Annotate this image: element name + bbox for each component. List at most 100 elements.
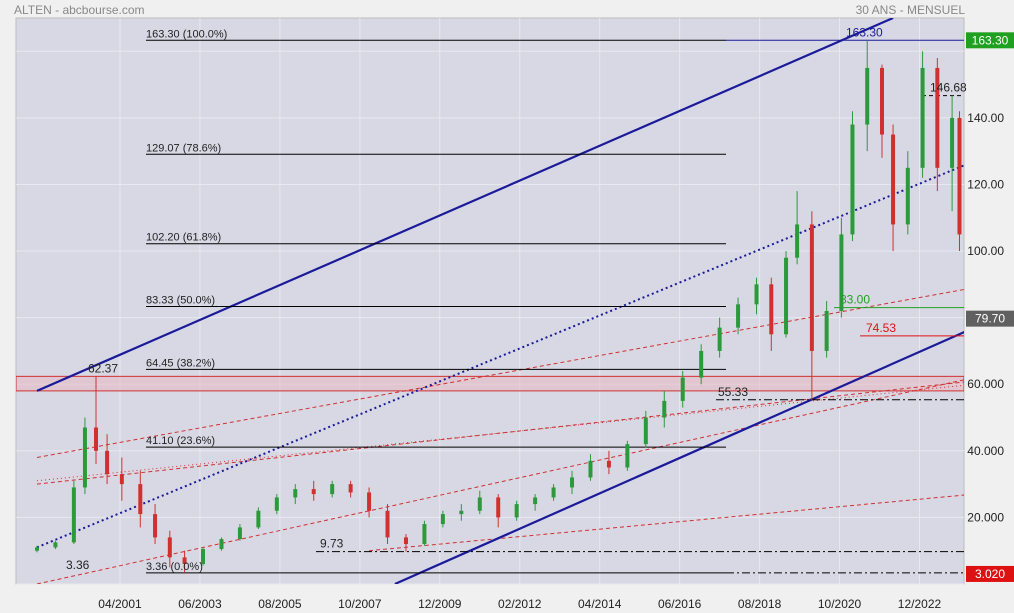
candle-body bbox=[167, 537, 172, 558]
candle-body bbox=[809, 224, 814, 351]
trendline bbox=[369, 494, 964, 552]
candle-body bbox=[680, 377, 685, 401]
candle-body bbox=[182, 557, 187, 565]
channel-lower bbox=[394, 330, 964, 584]
candle-body bbox=[256, 510, 261, 528]
candle-body bbox=[717, 327, 722, 351]
annotation-label: 146.68 bbox=[930, 81, 967, 95]
fib-label: 102.20 (61.8%) bbox=[146, 232, 221, 244]
chart-period: 30 ANS - MENSUEL bbox=[855, 3, 965, 17]
x-tick-label: 08/2018 bbox=[738, 597, 782, 611]
candle-body bbox=[920, 67, 925, 168]
candle-body bbox=[588, 460, 593, 478]
candle-body bbox=[699, 350, 704, 378]
x-tick-label: 08/2005 bbox=[258, 597, 302, 611]
trendline bbox=[36, 379, 964, 584]
plot-content bbox=[16, 18, 964, 584]
high-tag: 163.30 bbox=[972, 33, 1009, 47]
candle-body bbox=[865, 67, 870, 125]
candle-body bbox=[769, 284, 774, 335]
candle-body bbox=[533, 497, 538, 505]
candle-body bbox=[119, 474, 124, 485]
candle-body bbox=[138, 484, 143, 515]
candle-body bbox=[293, 489, 298, 498]
y-tick-label: 140.00 bbox=[967, 111, 1004, 125]
candle-body bbox=[935, 67, 940, 168]
low-tag: 3.020 bbox=[975, 567, 1005, 581]
x-tick-label: 06/2016 bbox=[658, 597, 702, 611]
y-tick-label: 20.000 bbox=[967, 510, 1004, 524]
candle-body bbox=[514, 504, 519, 518]
plot-area bbox=[15, 17, 965, 585]
candle-body bbox=[385, 510, 390, 538]
candle-body bbox=[625, 444, 630, 468]
annotation-label: 62.37 bbox=[88, 361, 118, 375]
x-tick-label: 12/2022 bbox=[898, 597, 942, 611]
trendline bbox=[36, 289, 964, 458]
candle-body bbox=[754, 284, 759, 305]
candle-body bbox=[82, 427, 87, 488]
x-tick-label: 04/2001 bbox=[98, 597, 142, 611]
candle-body bbox=[879, 67, 884, 135]
fib-label: 64.45 (38.2%) bbox=[146, 357, 215, 369]
candle-body bbox=[570, 477, 575, 488]
candle-body bbox=[950, 117, 955, 168]
annotation-label: 9.73 bbox=[320, 537, 344, 551]
candle-body bbox=[219, 539, 224, 550]
channel-mid bbox=[36, 164, 964, 549]
candle-body bbox=[237, 527, 242, 540]
y-tick-label: 60.000 bbox=[967, 377, 1004, 391]
candle-body bbox=[71, 487, 76, 543]
candle-body bbox=[53, 542, 58, 548]
candle-body bbox=[459, 510, 464, 515]
candle-body bbox=[891, 134, 896, 225]
candle-body bbox=[330, 484, 335, 495]
candle-body bbox=[440, 514, 445, 525]
candle-body bbox=[105, 450, 110, 475]
candle-body bbox=[606, 460, 611, 468]
trendline bbox=[36, 381, 964, 485]
candle-body bbox=[905, 167, 910, 225]
candle-body bbox=[957, 117, 962, 235]
candle-body bbox=[348, 484, 353, 493]
y-tick-label: 100.00 bbox=[967, 244, 1004, 258]
x-tick-label: 04/2014 bbox=[578, 597, 622, 611]
annotation-label: 74.53 bbox=[866, 321, 896, 335]
candle-body bbox=[274, 497, 279, 511]
candle-body bbox=[662, 400, 667, 418]
candle-body bbox=[201, 549, 206, 565]
candle-body bbox=[477, 497, 482, 511]
candle-body bbox=[367, 492, 372, 511]
candle-body bbox=[643, 417, 648, 445]
x-tick-label: 10/2007 bbox=[338, 597, 382, 611]
candle-body bbox=[551, 487, 556, 498]
fib-label: 83.33 (50.0%) bbox=[146, 295, 215, 307]
resistance-zone bbox=[16, 375, 964, 392]
candle-body bbox=[824, 310, 829, 351]
y-tick-label: 40.000 bbox=[967, 444, 1004, 458]
annotation-label: 163.30 bbox=[846, 25, 883, 39]
candle-body bbox=[736, 304, 741, 328]
fib-label: 41.10 (23.6%) bbox=[146, 435, 215, 447]
candle-body bbox=[839, 234, 844, 311]
chart-title: ALTEN - abcbourse.com bbox=[14, 3, 145, 17]
channel-upper bbox=[36, 18, 894, 392]
candle-body bbox=[311, 489, 316, 495]
x-tick-label: 12/2009 bbox=[418, 597, 462, 611]
high-tag-bg bbox=[966, 32, 1014, 49]
low-tag-bg bbox=[966, 565, 1014, 582]
fib-label: 129.07 (78.6%) bbox=[146, 142, 221, 154]
x-tick-label: 02/2012 bbox=[498, 597, 542, 611]
x-tick-label: 06/2003 bbox=[178, 597, 222, 611]
fib-label: 163.30 (100.0%) bbox=[146, 28, 227, 40]
last-price-tag-bg bbox=[966, 310, 1014, 327]
x-tick-label: 10/2020 bbox=[818, 597, 862, 611]
candle-body bbox=[850, 124, 855, 235]
annotation-label: 3.36 bbox=[66, 558, 90, 572]
fib-label: 3.36 (0.0%) bbox=[146, 561, 203, 573]
candle-body bbox=[403, 537, 408, 545]
last-price-tag: 79.70 bbox=[975, 312, 1005, 326]
candle-body bbox=[34, 547, 39, 551]
